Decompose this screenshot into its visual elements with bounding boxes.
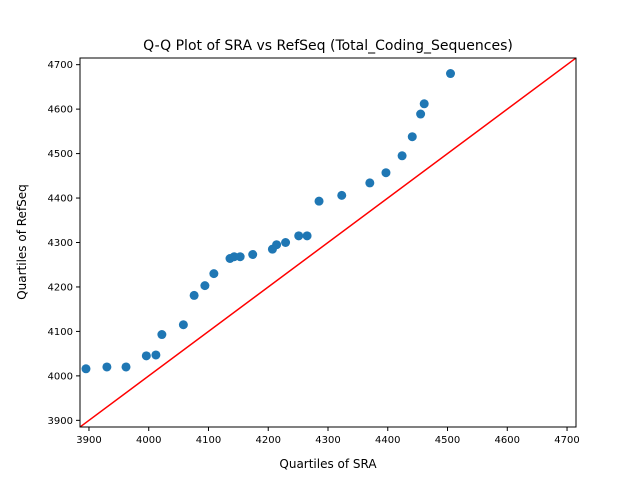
data-point <box>157 330 167 340</box>
y-tick-label: 4100 <box>48 327 73 338</box>
data-point <box>200 281 210 291</box>
y-axis-title: Quartiles of RefSeq <box>15 184 29 300</box>
data-point <box>407 132 417 142</box>
data-point <box>141 351 151 361</box>
x-tick-label: 4400 <box>375 435 400 446</box>
data-point <box>121 362 131 372</box>
data-point <box>81 364 91 374</box>
data-point <box>337 190 347 200</box>
data-point <box>419 99 429 109</box>
data-point <box>209 269 219 279</box>
x-tick-label: 4000 <box>136 435 161 446</box>
data-point <box>365 178 375 188</box>
y-tick-label: 4700 <box>48 60 73 71</box>
x-tick-label: 4100 <box>196 435 221 446</box>
data-point <box>281 238 291 247</box>
y-tick-label: 4500 <box>48 149 73 160</box>
data-point <box>189 290 199 300</box>
data-point <box>381 168 391 178</box>
data-point <box>178 320 188 330</box>
y-tick-label: 4600 <box>48 105 73 116</box>
data-point <box>102 362 112 372</box>
data-point <box>272 240 282 250</box>
plot-area: 3900 4000 4100 4200 4300 4400 4500 4600 4700 3900… <box>48 57 580 446</box>
x-tick-label: 4600 <box>495 435 520 446</box>
y-tick-label: 4300 <box>48 238 73 249</box>
data-point <box>248 250 258 260</box>
x-tick-label: 4200 <box>256 435 281 446</box>
y-tick-label: 3900 <box>48 416 73 427</box>
x-tick-label: 4700 <box>554 435 579 446</box>
y-tick-label: 4000 <box>48 371 73 382</box>
data-point <box>314 196 324 206</box>
data-point <box>294 231 304 241</box>
data-point <box>302 231 312 241</box>
x-axis-title: Quartiles of SRA <box>279 457 377 471</box>
x-tick-label: 4300 <box>315 435 340 446</box>
data-point <box>416 109 426 119</box>
x-tick-label: 4500 <box>435 435 460 446</box>
reference-line <box>80 58 576 427</box>
y-tick-label: 4200 <box>48 282 73 293</box>
x-tick-label: 3900 <box>76 435 101 446</box>
y-tick-label: 4400 <box>48 194 73 205</box>
data-point <box>397 151 407 161</box>
data-point <box>446 69 456 79</box>
data-point <box>151 350 161 360</box>
chart-title: Q-Q Plot of SRA vs RefSeq (Total_Coding_… <box>143 38 513 54</box>
data-point <box>235 252 245 262</box>
